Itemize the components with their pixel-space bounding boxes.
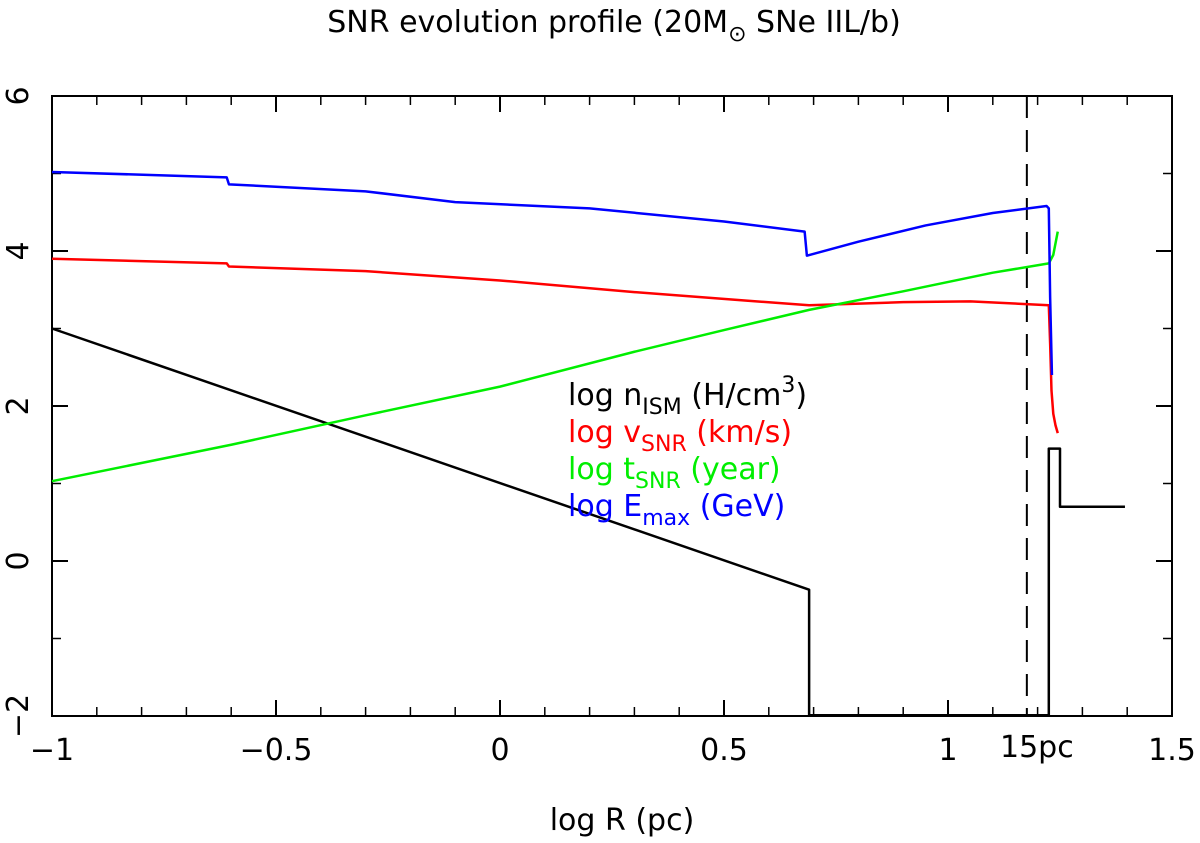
legend-text: log E <box>568 489 642 524</box>
legend-close: ) <box>795 378 807 413</box>
legend-unit: (H/cm <box>682 378 782 413</box>
legend-subscript: SNR <box>635 469 681 494</box>
legend-subscript: ISM <box>642 395 681 420</box>
reference-line: 15pc <box>1000 96 1074 765</box>
y-tick-label: −2 <box>1 694 36 738</box>
x-tick-label: 1.5 <box>1148 733 1196 768</box>
chart-title: SNR evolution profile (20M⊙ SNe IIL/b) <box>327 5 901 47</box>
chart-title-sub: ⊙ <box>728 22 746 47</box>
vline-label: 15pc <box>1000 730 1074 765</box>
y-tick-label: 6 <box>1 86 36 105</box>
series-line-2 <box>51 231 1059 483</box>
series-line-0 <box>51 327 1125 717</box>
axis-ticks: −1 −0.5 0 0.5 1 1.5 −2 0 2 4 6 <box>1 86 1196 768</box>
x-tick-label: 1 <box>938 733 957 768</box>
legend-subscript: max <box>642 506 690 531</box>
legend-text: log n <box>568 378 642 413</box>
series-line-3 <box>51 170 1054 376</box>
legend-entry-0: log nISM (H/cm3) <box>568 373 807 420</box>
x-tick-label: −0.5 <box>240 733 313 768</box>
series-line-1 <box>51 257 1059 434</box>
legend-text: log v <box>568 415 641 450</box>
x-tick-label: −1 <box>30 733 74 768</box>
legend-entry-2: log tSNR (year) <box>568 452 781 494</box>
legend-subscript: SNR <box>641 432 687 457</box>
x-axis-label: log R (pc) <box>550 803 695 838</box>
chart-title-tail: SNe IIL/b) <box>747 5 901 40</box>
legend-entry-3: log Emax (GeV) <box>568 489 785 531</box>
legend-entry-1: log vSNR (km/s) <box>568 415 792 457</box>
legend-unit: (km/s) <box>687 415 792 450</box>
y-tick-label: 2 <box>1 396 36 415</box>
legend-unit: (year) <box>681 452 781 487</box>
legend-unit: (GeV) <box>690 489 785 524</box>
x-tick-label: 0 <box>490 733 509 768</box>
y-tick-label: 0 <box>1 551 36 570</box>
legend: log nISM (H/cm3)log vSNR (km/s)log tSNR … <box>568 373 807 531</box>
x-tick-label: 0.5 <box>700 733 748 768</box>
series-lines <box>51 170 1125 717</box>
legend-text: log t <box>568 452 635 487</box>
legend-superscript: 3 <box>781 373 795 398</box>
y-tick-label: 4 <box>1 241 36 260</box>
